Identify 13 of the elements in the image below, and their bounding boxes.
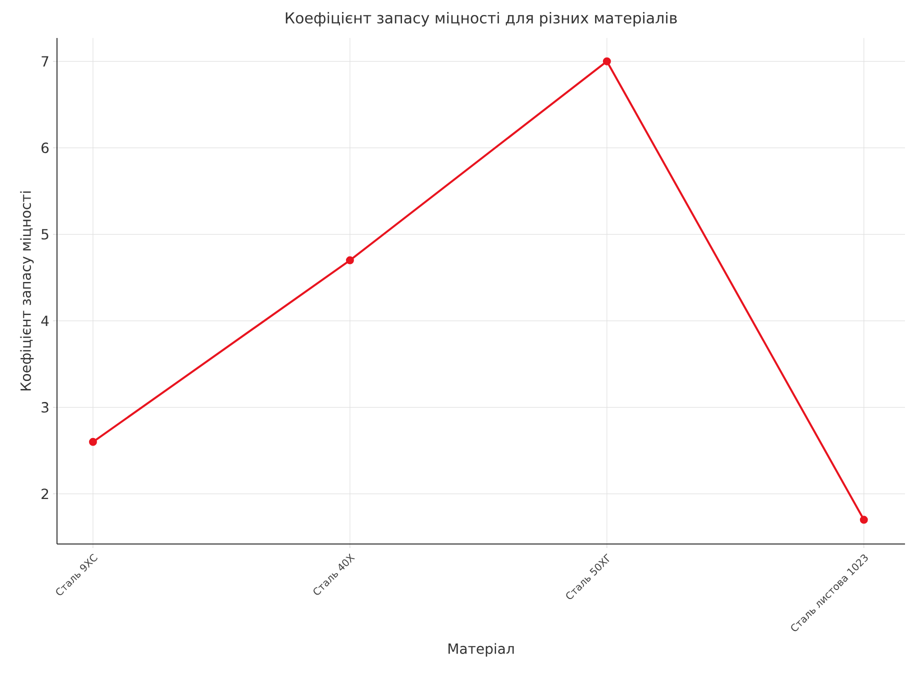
y-tick-label: 7 [42, 56, 48, 66]
point [346, 256, 354, 264]
y-tick-label: 3 [42, 402, 48, 413]
y-axis-title: Коефіцієнт запасу міцності [20, 192, 34, 390]
y-tick-label: 5 [42, 229, 48, 240]
point [88, 438, 97, 446]
y-tick-label: 6 [42, 142, 49, 154]
point [860, 516, 868, 524]
x-axis-title: Матеріал [448, 643, 514, 657]
point [602, 57, 611, 66]
y-tick-label: 2 [42, 488, 48, 500]
chart-title: Коефіцієнт запасу міцності для різних матеріалів [286, 12, 677, 26]
y-tick-label: 4 [41, 316, 49, 326]
